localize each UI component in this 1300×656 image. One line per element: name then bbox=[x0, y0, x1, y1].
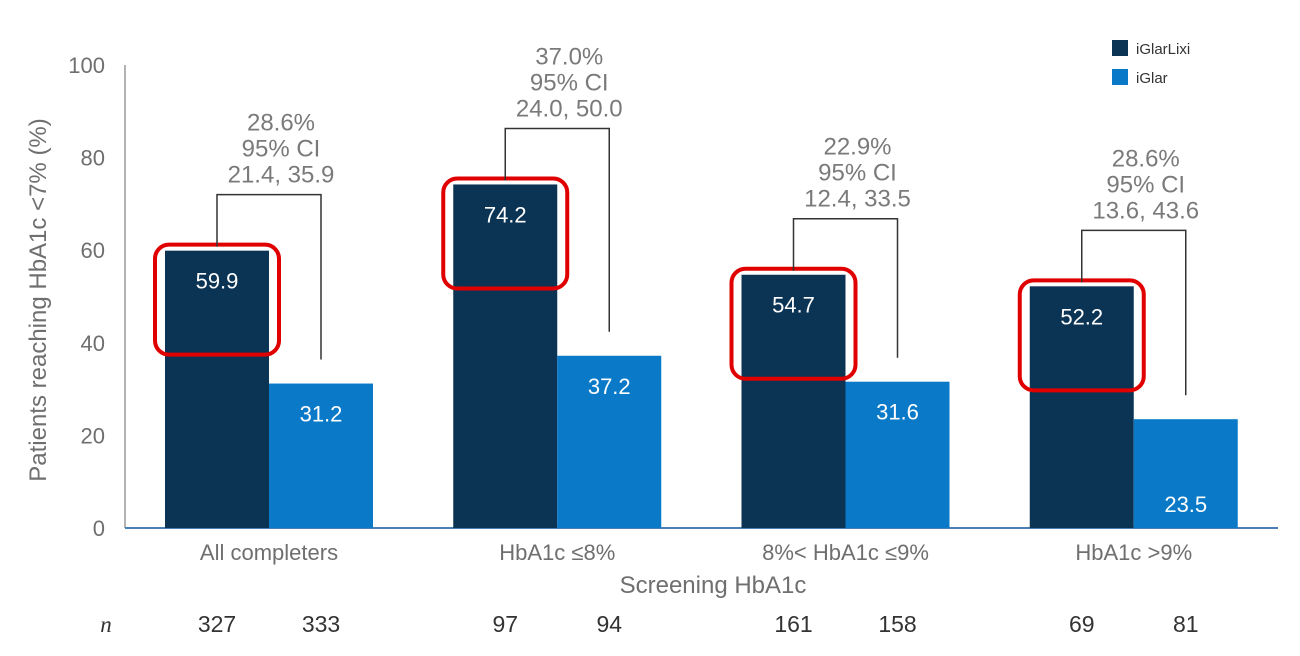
legend-label: iGlar bbox=[1136, 70, 1168, 87]
bar-iglar bbox=[845, 381, 950, 528]
bar-value-label: 37.2 bbox=[588, 374, 631, 399]
difference-annotation-line: 12.4, 33.5 bbox=[804, 186, 911, 213]
n-value: 94 bbox=[596, 611, 622, 637]
difference-annotation-line: 13.6, 43.6 bbox=[1092, 197, 1199, 224]
bar-value-label: 31.2 bbox=[300, 402, 343, 427]
bar-value-label: 59.9 bbox=[196, 269, 239, 294]
x-category-label: HbA1c ≤8% bbox=[499, 540, 615, 565]
bar-value-label: 74.2 bbox=[484, 202, 527, 227]
difference-annotation-line: 37.0% bbox=[535, 43, 603, 70]
x-category-label: All completers bbox=[200, 540, 338, 565]
legend-label: iGlarLixi bbox=[1136, 41, 1190, 58]
y-tick-label: 100 bbox=[68, 53, 105, 78]
y-tick-label: 20 bbox=[81, 423, 105, 448]
x-axis: All completers HbA1c ≤8% 8%< HbA1c ≤9% HbA1… bbox=[125, 527, 1278, 565]
n-row-label: n bbox=[100, 612, 112, 637]
n-value: 158 bbox=[878, 611, 916, 637]
difference-annotation-line: 24.0, 50.0 bbox=[516, 95, 623, 122]
y-axis: 0 20 40 60 80 100 bbox=[68, 53, 126, 541]
difference-annotation-line: 21.4, 35.9 bbox=[228, 162, 335, 189]
n-row: 327 333 97 94 161 158 69 81 n bbox=[100, 611, 1198, 637]
n-value: 327 bbox=[198, 611, 236, 637]
bar-value-label: 31.6 bbox=[876, 400, 919, 425]
bar-iglar bbox=[269, 383, 373, 528]
difference-annotation-line: 28.6% bbox=[247, 110, 315, 137]
bar-iglarlixi bbox=[1029, 286, 1134, 528]
y-tick-label: 40 bbox=[81, 331, 105, 356]
difference-annotation-line: 28.6% bbox=[1112, 145, 1180, 172]
bar-value-label: 23.5 bbox=[1164, 492, 1207, 517]
bar-iglar bbox=[1133, 419, 1238, 528]
difference-bracket bbox=[1081, 229, 1187, 396]
bar-iglar bbox=[557, 355, 662, 528]
difference-bracket bbox=[216, 193, 322, 360]
legend-swatch-iglar bbox=[1112, 69, 1128, 85]
bar-value-label: 52.2 bbox=[1060, 304, 1103, 329]
legend: iGlarLixi iGlar bbox=[1112, 40, 1190, 87]
bars: 59.9 31.2 74.2 37.2 54.7 31.6 52.2 23.5 bbox=[153, 176, 1238, 529]
bar-iglarlixi bbox=[741, 274, 846, 528]
y-axis-title: Patients reaching HbA1c <7% (%) bbox=[25, 118, 52, 482]
n-value: 97 bbox=[492, 611, 518, 637]
n-value: 333 bbox=[302, 611, 340, 637]
n-value: 161 bbox=[774, 611, 812, 637]
y-tick-label: 0 bbox=[93, 516, 105, 541]
legend-swatch-iglarlixi bbox=[1112, 40, 1128, 56]
difference-annotation-line: 95% CI bbox=[530, 69, 609, 96]
bar-iglarlixi bbox=[165, 250, 269, 528]
difference-annotation-line: 95% CI bbox=[818, 160, 897, 187]
difference-annotation-line: 22.9% bbox=[823, 134, 891, 161]
n-value: 69 bbox=[1069, 611, 1095, 637]
n-value: 81 bbox=[1173, 611, 1199, 637]
difference-bracket bbox=[504, 127, 610, 332]
bar-iglarlixi bbox=[453, 184, 558, 529]
x-category-label: HbA1c >9% bbox=[1075, 540, 1192, 565]
y-tick-label: 80 bbox=[81, 146, 105, 171]
difference-bracket bbox=[792, 217, 899, 358]
x-axis-title: Screening HbA1c bbox=[620, 572, 807, 599]
bar-value-label: 54.7 bbox=[772, 293, 815, 318]
difference-annotation-line: 95% CI bbox=[242, 136, 321, 163]
difference-annotation-line: 95% CI bbox=[1106, 171, 1185, 198]
y-tick-label: 60 bbox=[81, 238, 105, 263]
x-category-label: 8%< HbA1c ≤9% bbox=[762, 540, 929, 565]
